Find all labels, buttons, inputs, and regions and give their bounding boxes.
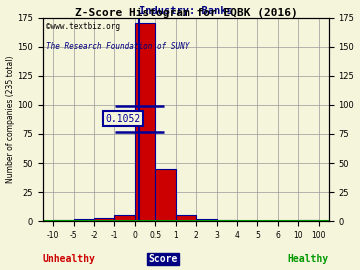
Bar (155, 169, 176, 221)
Bar (114, 215, 135, 221)
Bar (73, 219, 94, 221)
Text: ©www.textbiz.org: ©www.textbiz.org (46, 22, 120, 31)
Bar (298, 220, 319, 221)
Bar (53, 220, 73, 221)
Title: Z-Score Histogram for EQBK (2016): Z-Score Histogram for EQBK (2016) (75, 8, 297, 18)
Y-axis label: Number of companies (235 total): Number of companies (235 total) (5, 56, 14, 183)
Bar (94, 218, 114, 221)
Bar (196, 219, 216, 221)
Text: Score: Score (148, 254, 178, 264)
Bar (135, 23, 155, 221)
Text: Healthy: Healthy (288, 254, 329, 264)
Bar (216, 220, 237, 221)
Text: Score: Score (148, 254, 178, 264)
Text: Unhealthy: Unhealthy (43, 254, 96, 264)
Text: Industry: Banks: Industry: Banks (139, 6, 233, 16)
Bar (176, 215, 196, 221)
Text: 0.1052: 0.1052 (105, 114, 140, 124)
Text: The Research Foundation of SUNY: The Research Foundation of SUNY (46, 42, 189, 51)
